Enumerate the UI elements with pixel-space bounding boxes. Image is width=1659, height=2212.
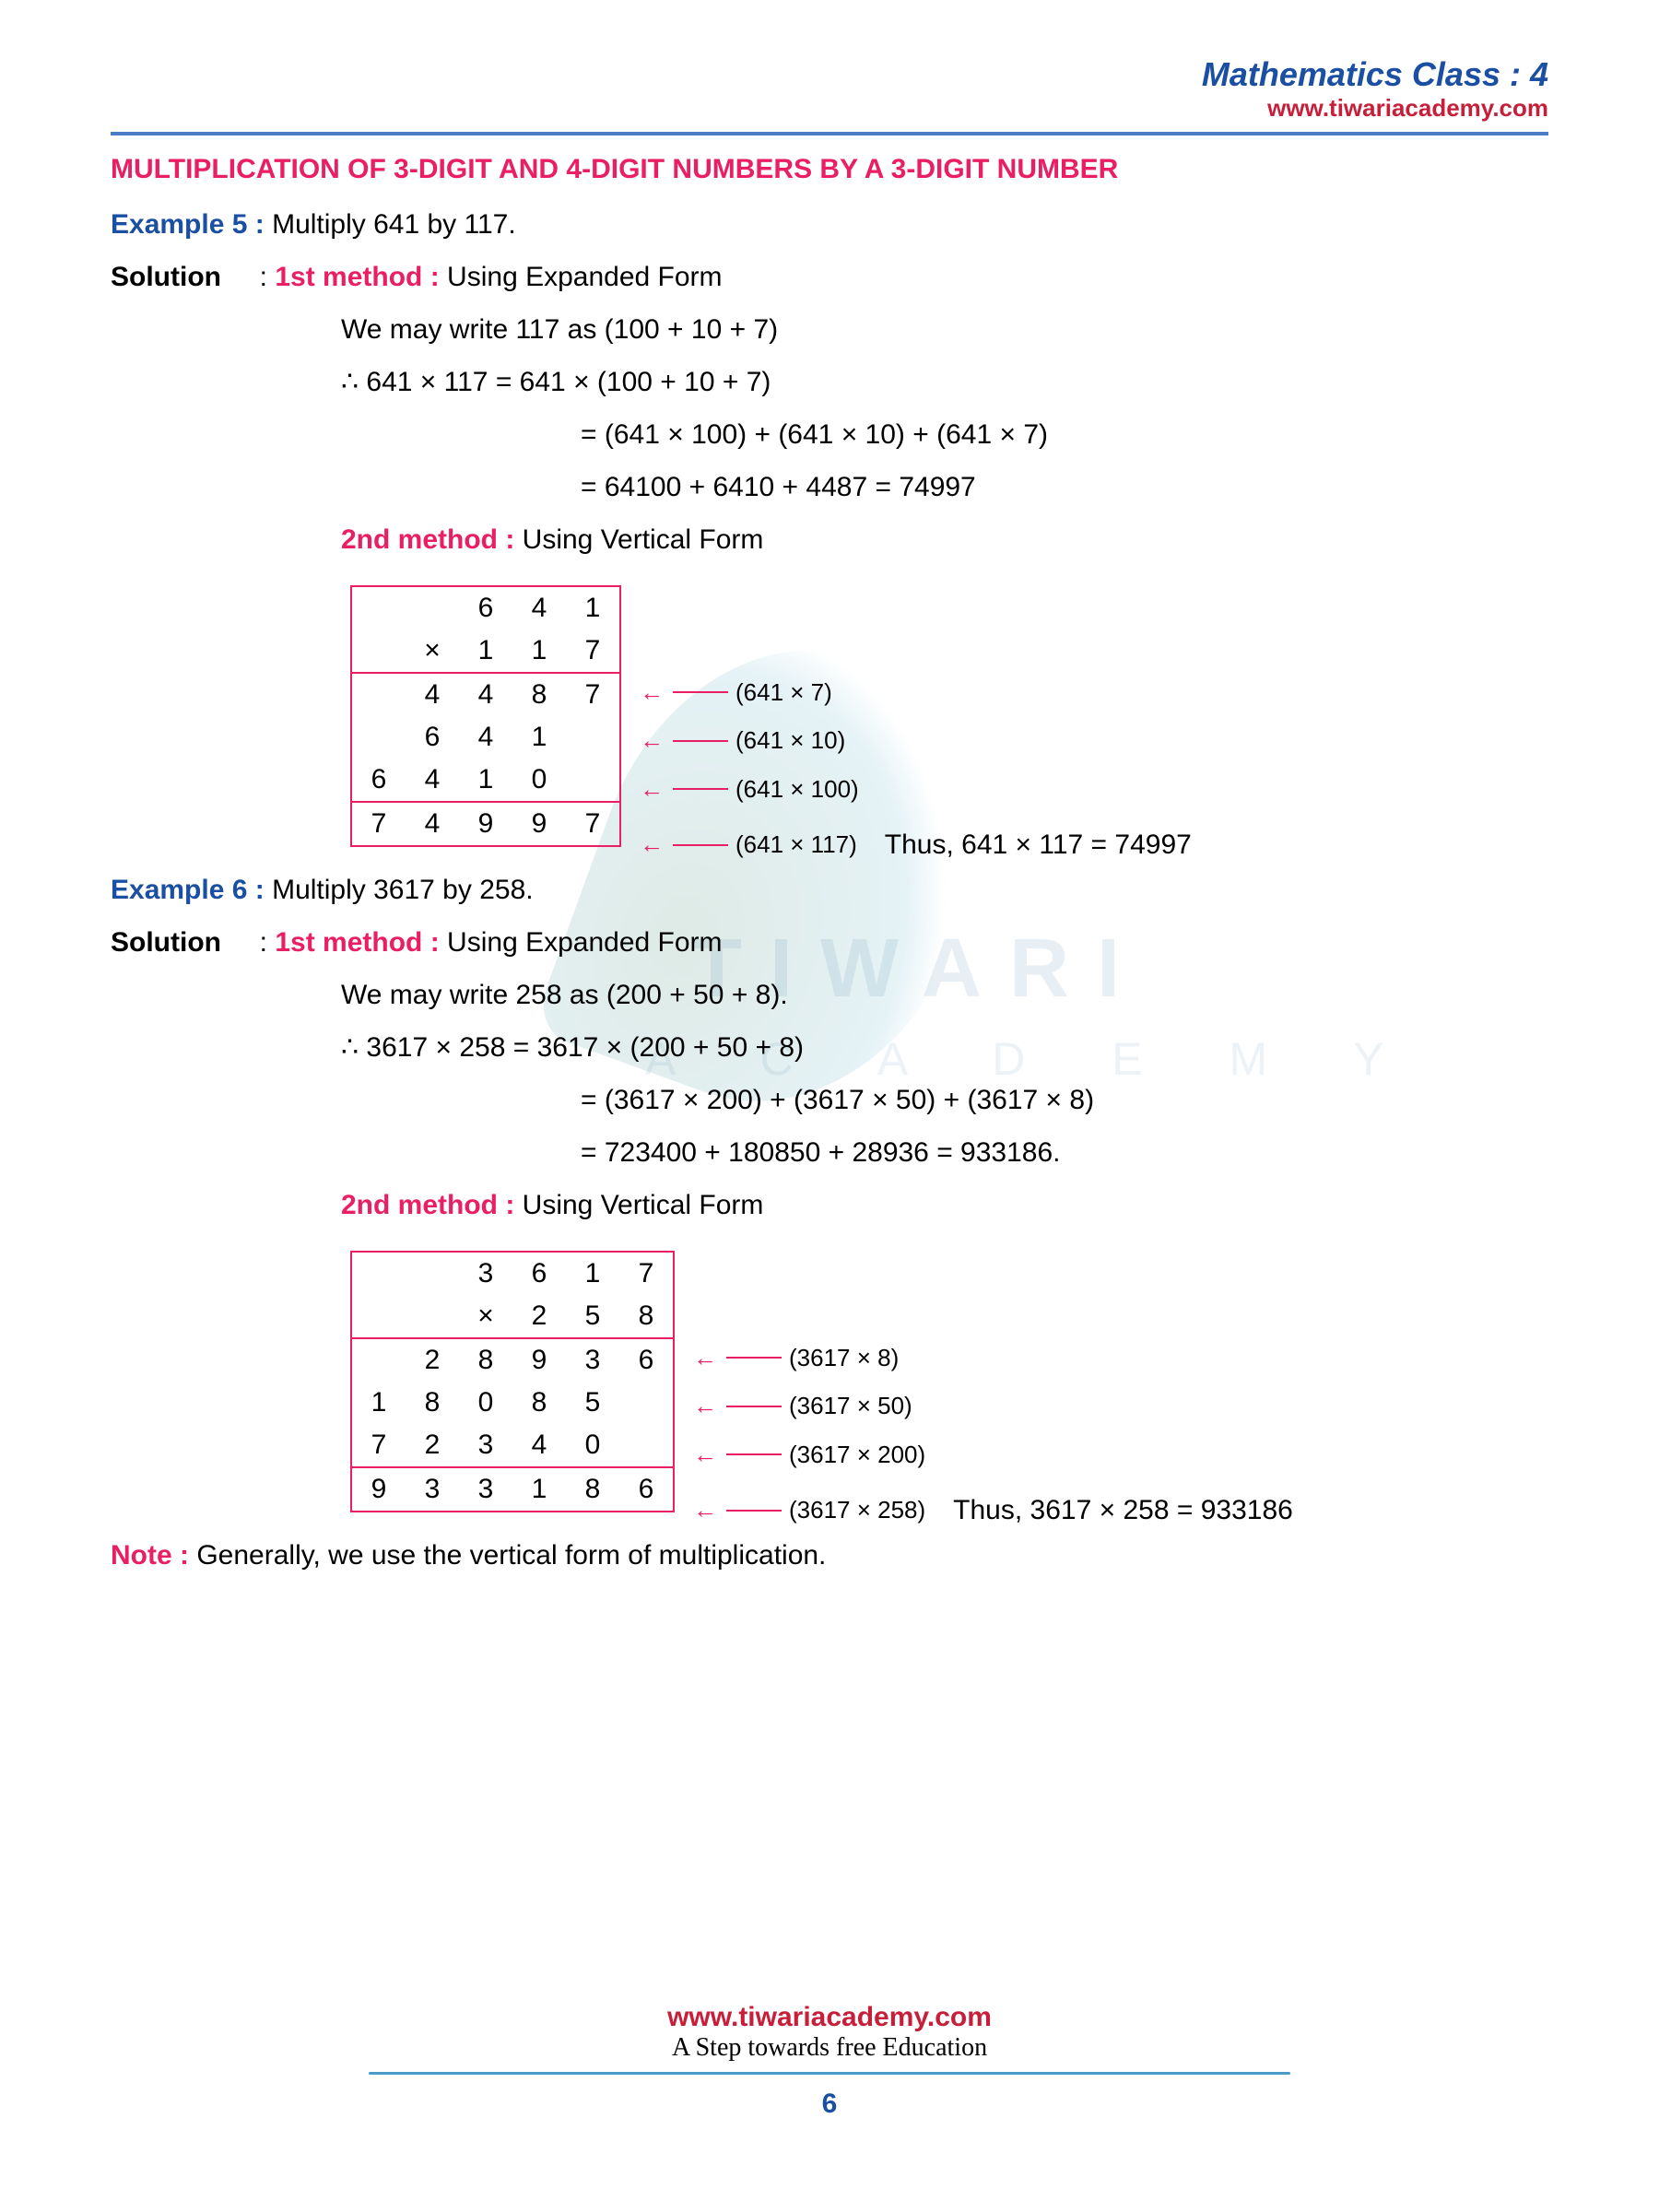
- method1-label: 1st method :: [275, 927, 439, 958]
- annot: (3617 × 200): [789, 1441, 925, 1469]
- table-row: ×117: [352, 629, 619, 673]
- note-text: Generally, we use the vertical form of m…: [189, 1540, 826, 1571]
- annot: (3617 × 8): [789, 1344, 899, 1372]
- ex6-expanded-2: ∴ 3617 × 258 = 3617 × (200 + 50 + 8): [111, 1027, 1548, 1068]
- table-row: ×258: [352, 1295, 673, 1338]
- ex5-method2: 2nd method : Using Vertical Form: [111, 519, 1548, 560]
- table-row: 72340: [352, 1424, 673, 1467]
- ex6-expanded-4: = 723400 + 180850 + 28936 = 933186.: [111, 1132, 1548, 1173]
- method2-label: 2nd method :: [341, 1190, 514, 1220]
- table-row: 641: [352, 716, 619, 759]
- ex6-expanded-3: = (3617 × 200) + (3617 × 50) + (3617 × 8…: [111, 1079, 1548, 1121]
- example6-text: Multiply 3617 by 258.: [265, 875, 534, 905]
- arrow-icon: ←: [693, 1496, 717, 1524]
- arrow-icon: ←: [693, 1344, 717, 1372]
- footer-tagline: A Step towards free Education: [0, 2033, 1659, 2063]
- example5-question: Example 5 : Multiply 641 by 117.: [111, 204, 1548, 245]
- ex6-vertical-block: 3617 ×258 28936 18085 72340 933186 ← (361…: [111, 1237, 1548, 1535]
- example6-label: Example 6 :: [111, 875, 265, 905]
- ex6-expanded-1: We may write 258 as (200 + 50 + 8).: [111, 974, 1548, 1016]
- arrow-icon: ←: [640, 775, 664, 804]
- method1-text: Using Expanded Form: [440, 262, 723, 292]
- arrow-icon: ←: [640, 726, 664, 755]
- method2-text: Using Vertical Form: [514, 524, 763, 555]
- annot: (641 × 7): [735, 678, 832, 707]
- note: Note : Generally, we use the vertical fo…: [111, 1535, 1548, 1576]
- table-row: 3617: [352, 1253, 673, 1295]
- annot: (641 × 10): [735, 726, 845, 755]
- header: Mathematics Class : 4 www.tiwariacademy.…: [111, 55, 1548, 123]
- footer: www.tiwariacademy.com A Step towards fre…: [0, 2002, 1659, 2120]
- ex6-mult-table: 3617 ×258 28936 18085 72340 933186: [350, 1251, 675, 1512]
- page: TIWARI A C A D E M Y Mathematics Class :…: [0, 0, 1659, 2212]
- ex5-expanded-1: We may write 117 as (100 + 10 + 7): [111, 309, 1548, 350]
- ex5-vertical-block: 641 ×117 4487 641 6410 74997 ← (641 × 7) …: [111, 571, 1548, 869]
- solution-label: Solution: [111, 927, 221, 958]
- arrow-icon: ←: [640, 830, 664, 859]
- table-row: 74997: [352, 803, 619, 845]
- ex5-expanded-4: = 64100 + 6410 + 4487 = 74997: [111, 466, 1548, 508]
- example5-text: Multiply 641 by 117.: [265, 209, 516, 240]
- footer-url: www.tiwariacademy.com: [0, 2002, 1659, 2033]
- example5-label: Example 5 :: [111, 209, 265, 240]
- example5-solution: Solution : 1st method : Using Expanded F…: [111, 256, 1548, 298]
- ex5-annotations: ← (641 × 7) ← (641 × 10) ← (641 × 100) ← (64…: [640, 571, 1192, 869]
- table-row: 933186: [352, 1468, 673, 1511]
- arrow-icon: ←: [693, 1392, 717, 1420]
- ex6-result: Thus, 3617 × 258 = 933186: [953, 1495, 1293, 1526]
- method1-label: 1st method :: [275, 262, 439, 292]
- example6-question: Example 6 : Multiply 3617 by 258.: [111, 869, 1548, 911]
- header-title: Mathematics Class : 4: [111, 55, 1548, 94]
- header-url: www.tiwariacademy.com: [111, 94, 1548, 123]
- annot: (3617 × 50): [789, 1392, 912, 1420]
- ex5-expanded-3: = (641 × 100) + (641 × 10) + (641 × 7): [111, 414, 1548, 455]
- ex5-mult-table: 641 ×117 4487 641 6410 74997: [350, 585, 621, 847]
- table-row: 18085: [352, 1382, 673, 1424]
- ex5-expanded-2: ∴ 641 × 117 = 641 × (100 + 10 + 7): [111, 361, 1548, 403]
- table-row: 4487: [352, 674, 619, 716]
- table-row: 6410: [352, 759, 619, 802]
- arrow-icon: ←: [640, 678, 664, 707]
- solution-label: Solution: [111, 262, 221, 292]
- page-number: 6: [0, 2088, 1659, 2120]
- ex6-annotations: ← (3617 × 8) ← (3617 × 50) ← (3617 × 200) ←…: [693, 1237, 1293, 1535]
- method2-text: Using Vertical Form: [514, 1190, 763, 1220]
- note-label: Note :: [111, 1540, 189, 1571]
- table-row: 641: [352, 587, 619, 629]
- annot: (641 × 117): [735, 830, 857, 859]
- ex6-method2: 2nd method : Using Vertical Form: [111, 1184, 1548, 1226]
- arrow-icon: ←: [693, 1441, 717, 1469]
- footer-divider: [369, 2072, 1290, 2075]
- header-divider: [111, 132, 1548, 135]
- table-row: 28936: [352, 1339, 673, 1382]
- example6-solution: Solution : 1st method : Using Expanded F…: [111, 922, 1548, 963]
- method1-text: Using Expanded Form: [440, 927, 723, 958]
- ex5-result: Thus, 641 × 117 = 74997: [885, 830, 1192, 861]
- method2-label: 2nd method :: [341, 524, 514, 555]
- section-title: MULTIPLICATION OF 3-DIGIT AND 4-DIGIT NU…: [111, 154, 1548, 185]
- annot: (3617 × 258): [789, 1496, 925, 1524]
- annot: (641 × 100): [735, 775, 859, 804]
